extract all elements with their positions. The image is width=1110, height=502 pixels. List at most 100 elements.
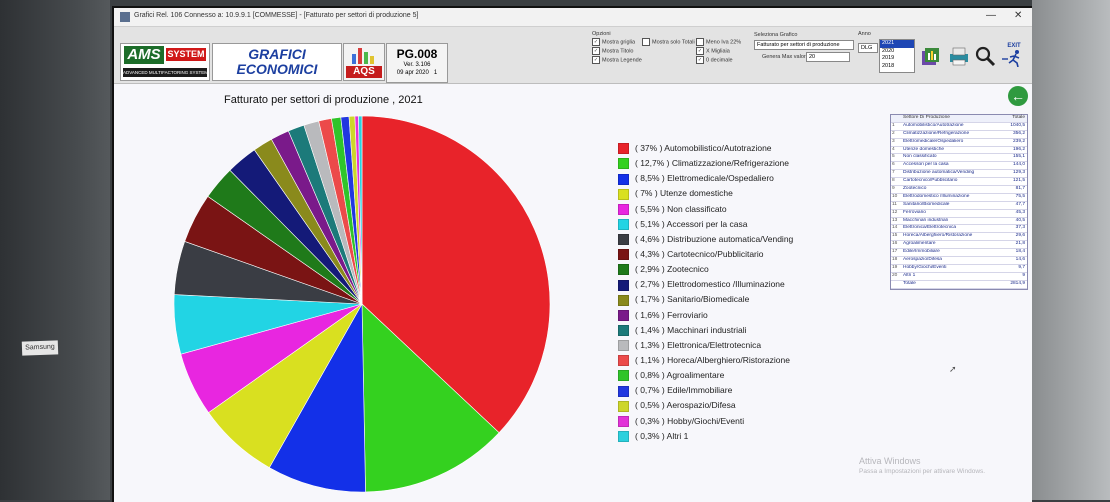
row-sector: Horeca/Alberghiero/Ristorazione: [903, 233, 973, 239]
monitor-bezel-right: [1032, 0, 1110, 500]
max-values-value: 20: [809, 54, 816, 60]
chart-area: Fatturato per settori di produzione , 20…: [114, 84, 1032, 502]
legend-swatch: [618, 143, 629, 155]
row-sector: Aerospazio/Difesa: [903, 257, 942, 263]
bar-chart-icon: [352, 48, 374, 64]
row-sector: Ferroviario: [903, 209, 926, 215]
row-sector: Zootecnico: [903, 186, 927, 192]
logo-system-text: SYSTEM: [166, 48, 206, 61]
table-row: 8 Cartotecnico/Pubblicitario 121,5: [891, 178, 1027, 187]
chart-book-icon[interactable]: [920, 45, 942, 67]
legend-label: ( 0,3% ) Hobby/Giochi/Eventi: [635, 415, 745, 426]
year-item[interactable]: 2019: [882, 55, 895, 61]
table-row: 16 Agroalimentare 21,8: [891, 241, 1027, 250]
version-label: Ver. 3.106: [403, 62, 431, 68]
legend-label: ( 7% ) Utenze domestiche: [635, 188, 733, 199]
row-sector: Distribuzione automatica/Vending: [903, 170, 975, 176]
show-title-checkbox[interactable]: ✓ Mostra Titolo: [592, 47, 633, 55]
legend-swatch: [618, 400, 629, 412]
totals-table: Settore Di Produzione Totale 1 Automobili…: [890, 114, 1028, 290]
legend-label: ( 2,7% ) Elettrodomestico /Illuminazione: [635, 279, 785, 290]
legend-label: ( 0,7% ) Edile/Immobiliare: [635, 385, 733, 396]
app-title-logo: GRAFICI ECONOMICI: [212, 43, 342, 81]
legend-item: ( 0,3% ) Altri 1: [618, 429, 793, 444]
minus-vat-checkbox[interactable]: Meno Iva 22%: [696, 38, 741, 46]
date-label: 09 apr 2020 1: [387, 70, 447, 76]
row-total: 29,6: [1015, 233, 1025, 239]
row-total: 75,5: [1015, 193, 1025, 199]
printer-icon[interactable]: [948, 45, 970, 67]
minus-vat-label: Meno Iva 22%: [706, 39, 742, 46]
legend-label: ( 1,7% ) Sanitario/Biomedicale: [635, 294, 750, 305]
year-list[interactable]: 2021 2020 2019 2018: [879, 39, 915, 73]
row-total: 21,8: [1015, 241, 1025, 247]
row-number: 15: [892, 233, 898, 239]
table-row: 20 Altri 1 9: [891, 273, 1027, 281]
row-number: 12: [892, 209, 898, 215]
options-group-label: Opzioni: [592, 31, 611, 37]
row-number: 8: [892, 178, 895, 184]
toolbar: AMS SYSTEM ADVANCED MULTIFACTORING SYSTE…: [114, 27, 1032, 84]
show-totals-checkbox[interactable]: Mostra solo Totali: [642, 38, 695, 46]
table-row: 15 Horeca/Alberghiero/Ristorazione 29,6: [891, 233, 1027, 242]
year-item[interactable]: 2021: [880, 40, 914, 48]
year-item[interactable]: 2020: [882, 47, 895, 54]
row-sector: Macchinari industriali: [903, 217, 948, 223]
minimize-button[interactable]: —: [986, 10, 996, 21]
year-item[interactable]: 2018: [882, 62, 895, 69]
logo-tagline: ADVANCED MULTIFACTORING SYSTEM: [123, 68, 207, 77]
table-row: 5 Non classificato 155,1: [891, 154, 1027, 163]
legend-item: ( 1,1% ) Horeca/Alberghiero/Ristorazione: [618, 353, 793, 368]
table-row: 17 Edile/Immobiliare 18,4: [891, 249, 1027, 258]
chart-title: Fatturato per settori di produzione , 20…: [224, 94, 423, 106]
row-number: 4: [892, 146, 895, 152]
row-sector: Utenze domestiche: [903, 146, 945, 152]
show-title-label: Mostra Titolo: [602, 48, 634, 55]
row-number: 11: [892, 201, 897, 207]
x-thousands-checkbox[interactable]: ✓ X Migliaia: [696, 47, 730, 55]
legend-item: ( 1,4% ) Macchinari industriali: [618, 323, 793, 338]
legend-swatch: [618, 218, 629, 230]
row-number: 13: [892, 217, 898, 223]
chart-select-value: Fatturato per settori di produzione: [757, 42, 840, 48]
row-sector: Climatizzazione/Refrigerazione: [903, 130, 970, 136]
show-grid-checkbox[interactable]: ✓ Mostra griglia: [592, 38, 635, 46]
legend-swatch: [618, 188, 629, 200]
legend-item: ( 5,5% ) Non classificato: [618, 202, 793, 217]
row-sector: Elettrodomestico /Illuminazione: [903, 193, 970, 199]
row-number: 5: [892, 154, 895, 160]
show-legend-checkbox[interactable]: ✓ Mostra Legende: [592, 56, 642, 64]
close-button[interactable]: ✕: [1014, 10, 1023, 21]
magnifier-icon[interactable]: [974, 45, 996, 67]
legend-item: ( 0,8% ) Agroalimentare: [618, 368, 793, 383]
max-values-select[interactable]: 20: [806, 52, 850, 62]
row-sector: Hobby/Giochi/Eventi: [903, 264, 947, 270]
legend-item: ( 0,3% ) Hobby/Giochi/Eventi: [618, 414, 793, 429]
row-number: 1: [892, 122, 895, 128]
row-sector: Elettromedicale/Ospedaliero: [903, 138, 964, 144]
decimal-checkbox[interactable]: ✓ 0 decimale: [696, 56, 733, 64]
checkbox-empty-icon: [696, 38, 704, 46]
legend-item: ( 4,3% ) Cartotecnico/Pubblicitario: [618, 247, 793, 262]
app-screen: Grafici Rel. 106 Connesso a: 10.9.9.1 [C…: [112, 6, 1032, 502]
legend-swatch: [618, 203, 629, 215]
app-icon: [120, 12, 130, 22]
chart-select[interactable]: Fatturato per settori di produzione: [754, 40, 854, 50]
table-row: Totale 2814,9: [891, 281, 1027, 289]
legend-swatch: [618, 264, 629, 276]
exit-button[interactable]: EXIT: [1002, 43, 1026, 69]
exit-label: EXIT: [1007, 43, 1021, 49]
row-number: 20: [892, 272, 898, 278]
legend-item: ( 2,7% ) Elettrodomestico /Illuminazione: [618, 277, 793, 292]
legend-label: ( 1,1% ) Horeca/Alberghiero/Ristorazione: [635, 354, 790, 365]
legend-label: ( 12,7% ) Climatizzazione/Refrigerazione: [635, 158, 790, 169]
monitor-sticker: Samsung: [21, 340, 59, 356]
app-title-line1: GRAFICI: [248, 46, 306, 62]
back-arrow-icon[interactable]: ←: [1008, 86, 1028, 106]
show-grid-label: Mostra griglia: [602, 39, 636, 46]
year-button[interactable]: DLG: [858, 43, 878, 53]
legend-label: ( 37% ) Automobilistico/Autotrazione: [635, 143, 772, 153]
table-row: 12 Ferroviario 45,3: [891, 210, 1027, 218]
options-group: Opzioni ✓ Mostra griglia ✓ Mostra Titolo ✓…: [590, 31, 750, 77]
row-total: 47,7: [1015, 201, 1025, 207]
